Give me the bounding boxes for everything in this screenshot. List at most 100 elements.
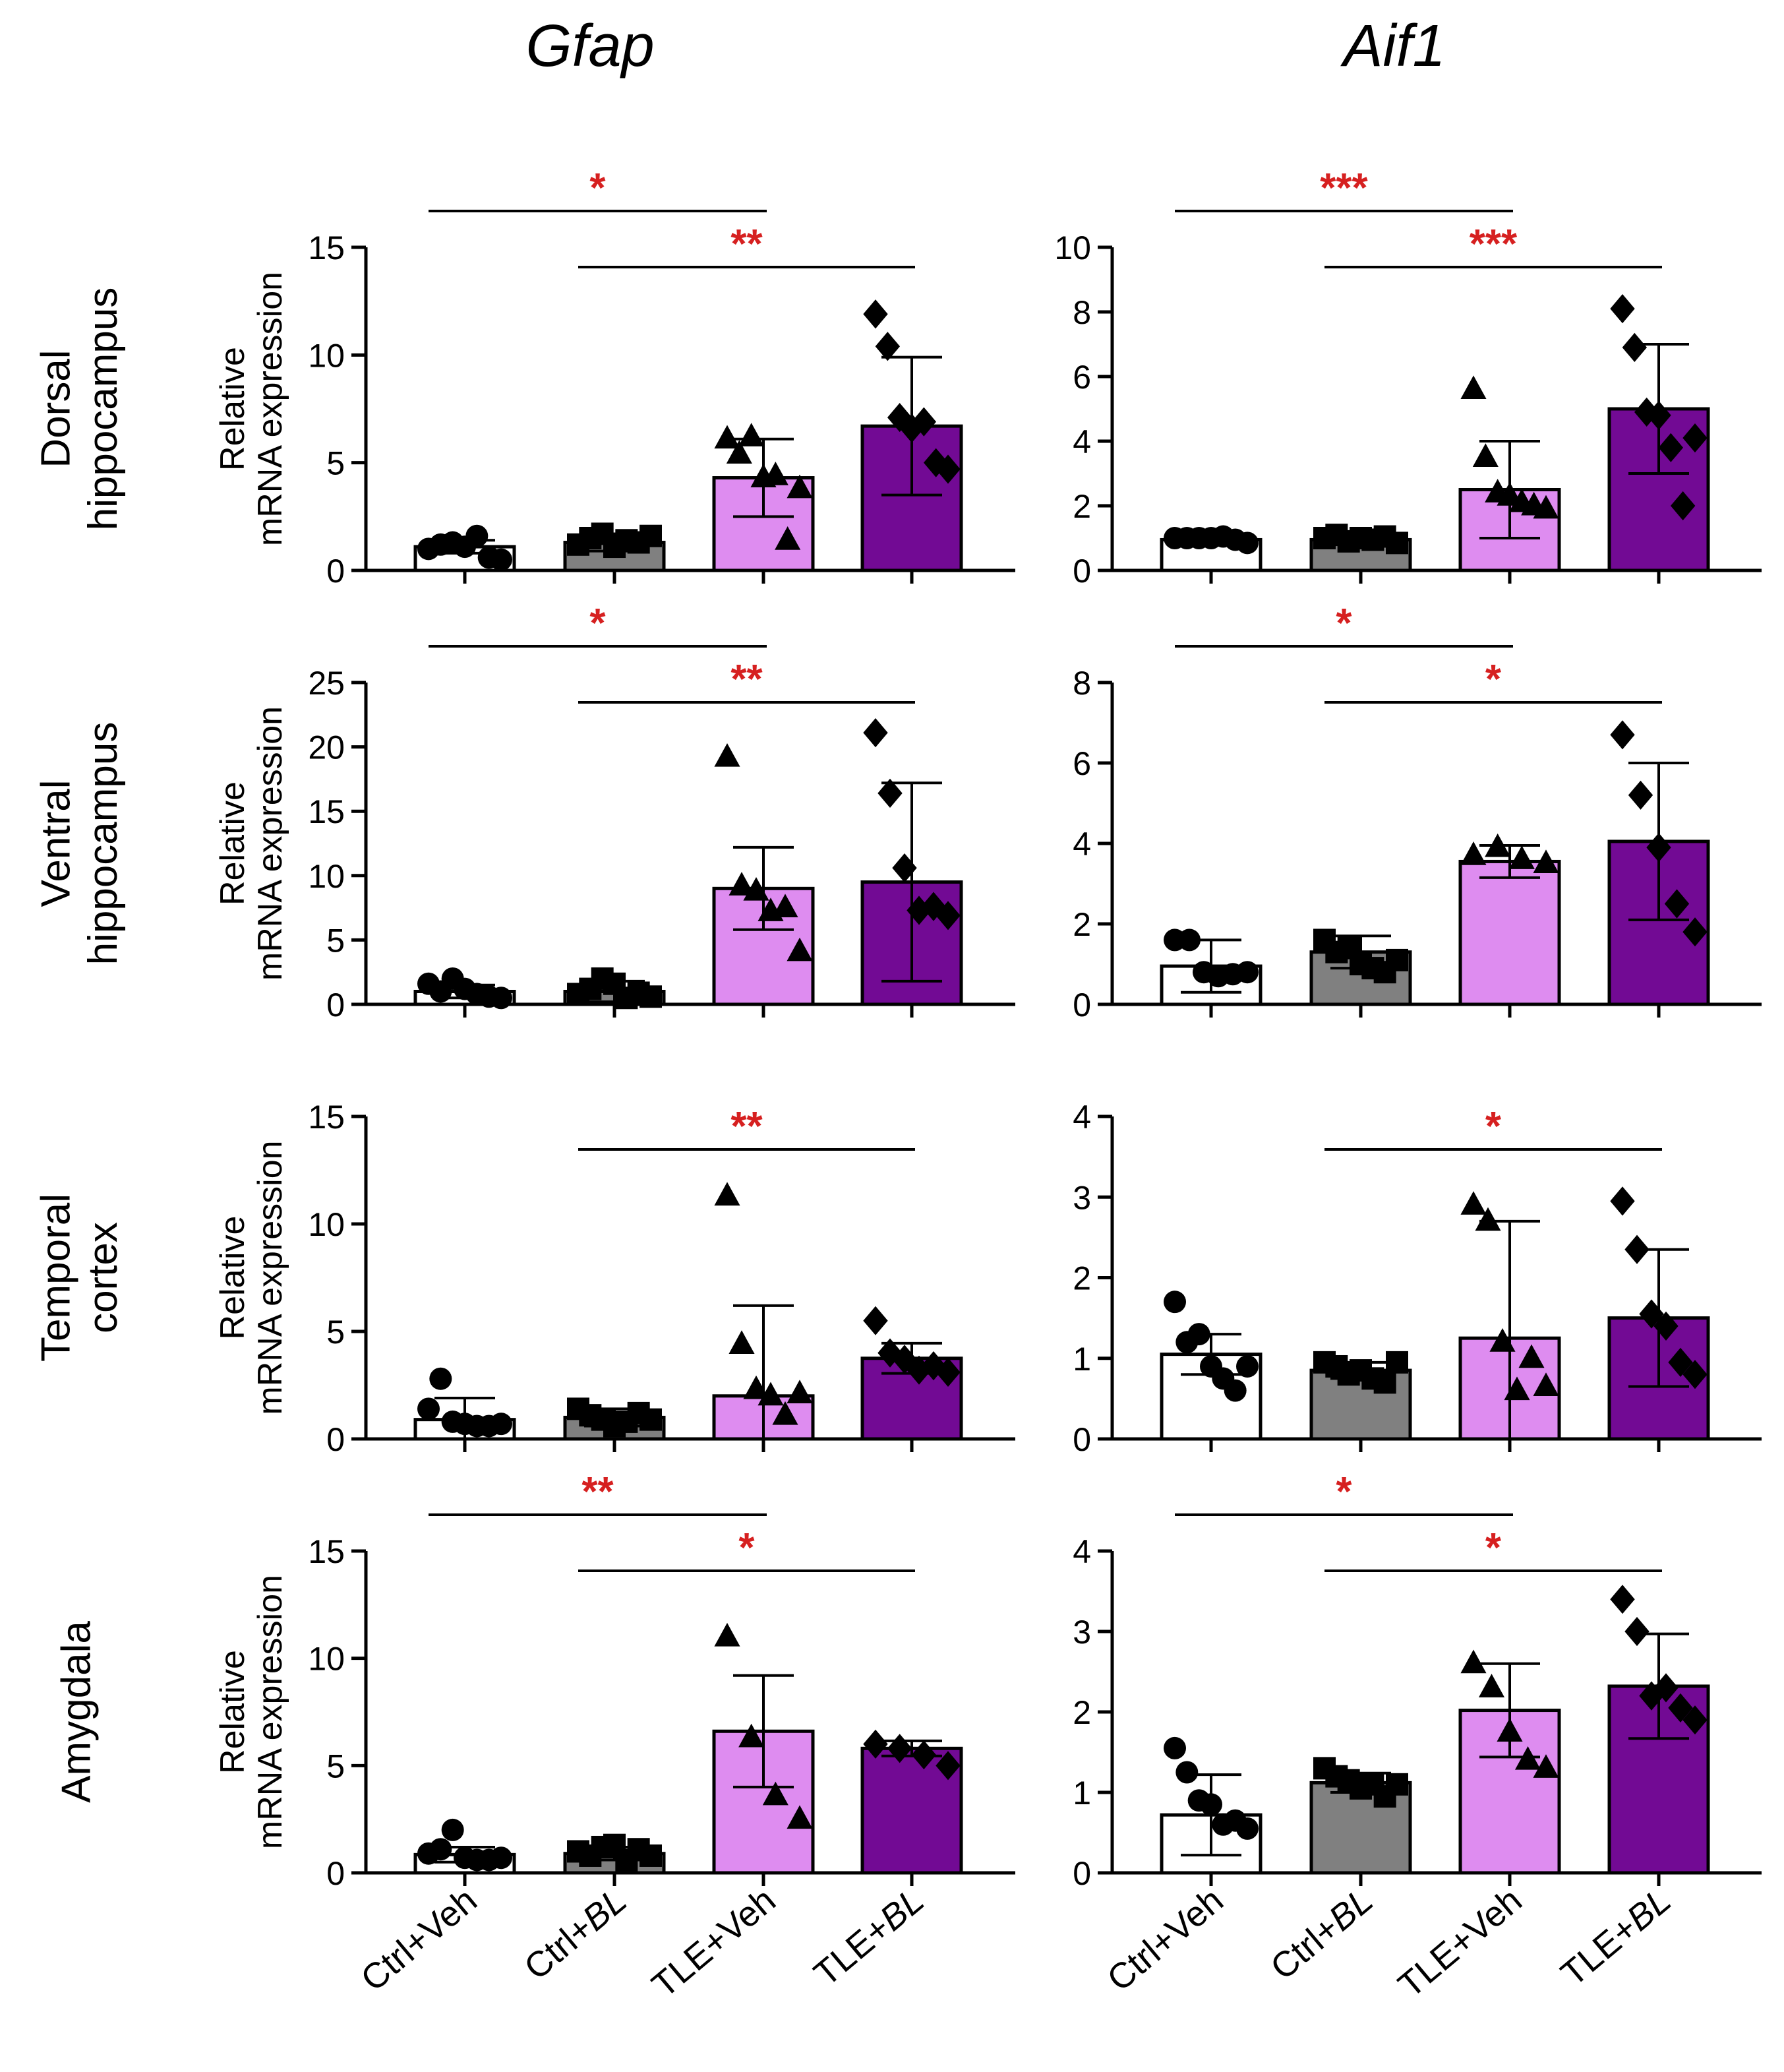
significance-stars: * bbox=[589, 601, 606, 646]
x-category-label-2: TLE+Veh bbox=[645, 1880, 783, 2005]
row-labels: DorsalhippocampusVentralhippocampusTempo… bbox=[34, 288, 126, 1803]
significance-stars: ** bbox=[730, 222, 763, 267]
x-category-label-1: Ctrl+BL bbox=[517, 1880, 634, 1988]
data-point-circle bbox=[417, 1397, 440, 1420]
data-point-triangle bbox=[738, 423, 765, 446]
data-point-triangle bbox=[1518, 1344, 1545, 1368]
y-tick-label: 10 bbox=[308, 1641, 345, 1678]
data-point-diamond bbox=[936, 1751, 961, 1781]
data-point-triangle bbox=[714, 1182, 740, 1206]
data-point-diamond bbox=[936, 901, 961, 930]
data-point-diamond bbox=[1668, 1693, 1693, 1722]
data-point-square bbox=[1386, 1773, 1408, 1796]
y-tick-label: 0 bbox=[1073, 1855, 1091, 1892]
x-category-label-3: TLE+BL bbox=[807, 1880, 932, 1994]
data-point-triangle bbox=[1489, 1328, 1516, 1352]
data-point-circle bbox=[1164, 1291, 1186, 1314]
significance-stars: ** bbox=[730, 657, 763, 702]
data-point-triangle bbox=[787, 474, 813, 499]
data-point-circle bbox=[1224, 1379, 1247, 1402]
data-point-diamond bbox=[863, 718, 888, 748]
data-point-circle bbox=[1187, 1323, 1210, 1346]
data-point-diamond bbox=[892, 853, 917, 883]
x-category-label-3: TLE+BL bbox=[1554, 1880, 1679, 1994]
data-point-triangle bbox=[1460, 375, 1487, 400]
row-label-0: Dorsalhippocampus bbox=[34, 288, 126, 531]
y-tick-label: 3 bbox=[1073, 1179, 1091, 1216]
row-label-line2: cortex bbox=[80, 1222, 126, 1333]
data-point-circle bbox=[1236, 532, 1259, 555]
data-point-diamond bbox=[1610, 1186, 1635, 1216]
data-point-diamond bbox=[1658, 433, 1684, 462]
y-tick-label: 10 bbox=[308, 337, 345, 374]
data-point-triangle bbox=[738, 1723, 765, 1748]
column-titles: Gfap Aif1 bbox=[525, 13, 1445, 79]
y-axis-label: RelativemRNA expression bbox=[214, 1140, 289, 1415]
data-point-triangle bbox=[775, 526, 801, 550]
data-point-diamond bbox=[863, 1729, 888, 1759]
data-point-square bbox=[1386, 532, 1408, 555]
y-tick-label: 10 bbox=[1054, 229, 1091, 266]
row-label-1: Ventralhippocampus bbox=[34, 722, 126, 965]
data-point-circle bbox=[490, 1846, 512, 1870]
data-point-circle bbox=[490, 1413, 512, 1436]
y-tick-label: 4 bbox=[1073, 1533, 1091, 1570]
y-tick-label: 2 bbox=[1073, 488, 1091, 525]
y-tick-label: 15 bbox=[308, 1099, 345, 1136]
y-tick-label: 5 bbox=[326, 1748, 345, 1784]
data-point-square bbox=[1373, 1371, 1396, 1394]
y-axis-label-line2: mRNA expression bbox=[251, 1140, 289, 1415]
data-point-diamond bbox=[1653, 1673, 1679, 1703]
significance-stars: * bbox=[1336, 601, 1352, 646]
data-point-circle bbox=[1178, 929, 1201, 952]
y-axis-label-line1: Relative bbox=[214, 347, 252, 471]
column-title-gfap: Gfap bbox=[525, 13, 654, 79]
data-point-diamond bbox=[1646, 400, 1671, 430]
data-point-triangle bbox=[758, 1382, 784, 1406]
data-point-diamond bbox=[1639, 1299, 1664, 1329]
data-point-triangle bbox=[1478, 1674, 1505, 1697]
significance-stars: * bbox=[589, 166, 606, 211]
y-tick-label: 15 bbox=[308, 229, 345, 266]
y-axis-label-line1: Relative bbox=[214, 1216, 252, 1340]
data-point-triangle bbox=[1533, 1754, 1559, 1778]
row-label-3: Amygdala bbox=[54, 1621, 100, 1803]
y-tick-label: 4 bbox=[1073, 826, 1091, 863]
y-axis-label-line2: mRNA expression bbox=[251, 1575, 289, 1849]
data-point-circle bbox=[465, 524, 489, 547]
data-point-triangle bbox=[743, 876, 769, 901]
panel-gfap-row2: RelativemRNA expression 0 5 10 15 ** bbox=[214, 1099, 1015, 1458]
data-point-circle bbox=[1236, 961, 1259, 984]
chart-panels: RelativemRNA expression051015***0246810*… bbox=[214, 166, 1762, 1892]
data-point-circle bbox=[429, 1838, 452, 1861]
data-point-square bbox=[639, 524, 662, 547]
y-tick-label: 0 bbox=[326, 1855, 345, 1892]
data-point-circle bbox=[1164, 1736, 1186, 1759]
significance-stars: *** bbox=[1320, 166, 1368, 211]
data-point-triangle bbox=[1533, 495, 1559, 519]
data-point-triangle bbox=[1497, 1718, 1523, 1742]
data-point-diamond bbox=[1653, 1311, 1679, 1341]
y-axis-label: RelativemRNA expression bbox=[214, 706, 289, 981]
data-point-triangle bbox=[714, 425, 740, 449]
y-tick-label: 8 bbox=[1073, 294, 1091, 331]
data-point-triangle bbox=[762, 1781, 788, 1806]
data-point-diamond bbox=[911, 1740, 937, 1770]
y-tick-label: 6 bbox=[1073, 745, 1091, 782]
data-point-diamond bbox=[863, 299, 888, 329]
data-point-diamond bbox=[1610, 294, 1635, 324]
data-point-circle bbox=[490, 548, 512, 571]
data-point-triangle bbox=[1533, 849, 1559, 873]
data-point-diamond bbox=[1664, 889, 1690, 919]
data-point-circle bbox=[441, 1818, 464, 1841]
data-point-triangle bbox=[1485, 833, 1511, 857]
panel-aif1-row1: 0 2 4 6 8 * * bbox=[1073, 601, 1762, 1023]
y-tick-label: 0 bbox=[326, 987, 345, 1023]
data-point-triangle bbox=[787, 937, 813, 961]
data-point-triangle bbox=[726, 440, 752, 464]
data-point-triangle bbox=[728, 872, 755, 896]
y-tick-label: 0 bbox=[326, 553, 345, 590]
row-label-line1: Amygdala bbox=[54, 1621, 100, 1803]
data-point-triangle bbox=[714, 743, 740, 767]
